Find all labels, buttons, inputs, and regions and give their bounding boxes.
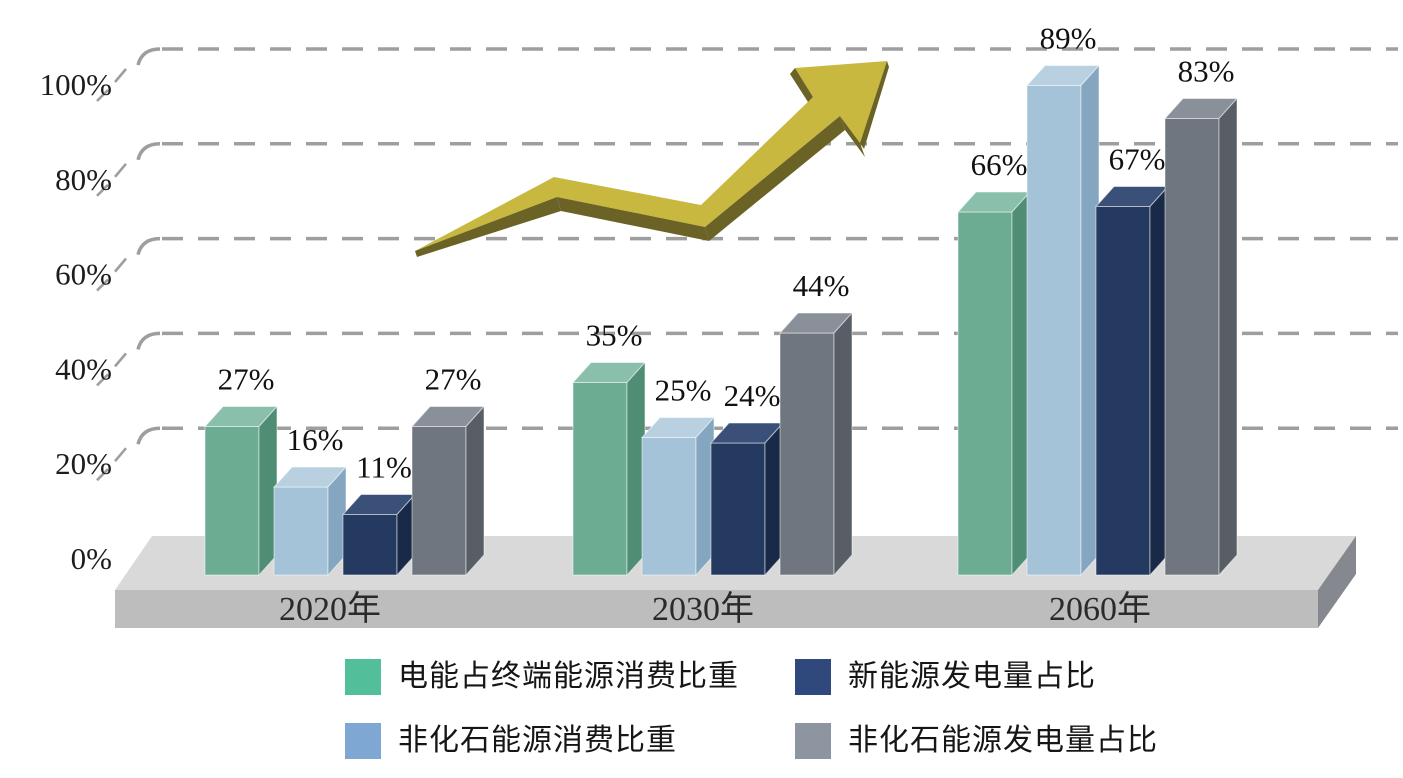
y-axis-minor-tick	[96, 89, 109, 102]
trend-arrow	[415, 61, 887, 251]
legend-label: 非化石能源消费比重	[398, 724, 677, 757]
trend-arrow-shadow	[705, 116, 845, 241]
bar-front-face	[411, 426, 467, 576]
gridline-hook	[136, 142, 161, 161]
y-axis-minor-tick	[96, 373, 109, 387]
bar-front-face	[1026, 85, 1082, 576]
legend-swatch-green	[345, 659, 381, 695]
y-axis-major-tick	[114, 68, 127, 83]
trend-arrow-shadow	[840, 116, 865, 157]
value-label: 67%	[1109, 142, 1166, 177]
y-axis-major-tick	[114, 352, 127, 368]
bar-front-face	[273, 486, 329, 576]
floor-front-face	[115, 590, 1318, 628]
y-axis-minor-tick	[96, 278, 109, 292]
bar-front-face	[572, 382, 628, 576]
value-label: 24%	[724, 378, 781, 413]
value-label: 35%	[586, 318, 643, 353]
y-axis-label: 80%	[55, 162, 112, 197]
floor-side-face	[1318, 536, 1356, 628]
bar-front-face	[957, 211, 1013, 576]
value-label: 25%	[655, 373, 712, 408]
bar-front-face	[641, 437, 697, 576]
value-label: 27%	[218, 362, 275, 397]
value-label: 44%	[793, 268, 850, 303]
legend-swatch-lightblue	[345, 723, 381, 759]
y-axis-label: 20%	[55, 446, 112, 481]
y-axis-label: 60%	[55, 257, 112, 292]
legend-item-nonfossil-consumption-share: 非化石能源消费比重	[345, 723, 677, 759]
gridline-hook	[136, 236, 161, 256]
x-axis-label: 2060年	[1049, 590, 1151, 628]
y-axis-major-tick	[114, 447, 127, 463]
legend-item-nonfossil-generation-share: 非化石能源发电量占比	[795, 723, 1158, 759]
y-axis-major-tick	[114, 257, 127, 273]
value-label: 27%	[425, 362, 482, 397]
x-axis-label: 2020年	[279, 590, 381, 628]
bar-side-face	[833, 311, 853, 577]
x-axis-label: 2030年	[652, 590, 754, 628]
trend-arrow-shadow	[860, 61, 889, 149]
y-axis-label: 40%	[55, 351, 112, 386]
legend-label: 非化石能源发电量占比	[848, 724, 1158, 757]
y-axis-minor-tick	[96, 468, 109, 482]
trend-arrow-shadow	[790, 68, 813, 102]
value-label: 83%	[1178, 54, 1235, 89]
value-label: 11%	[356, 450, 412, 485]
value-label: 89%	[1040, 21, 1097, 56]
y-axis-major-tick	[114, 162, 127, 178]
legend-item-new-energy-generation-share: 新能源发电量占比	[795, 659, 1096, 695]
gridline-hook	[136, 426, 161, 445]
gridline-hook	[136, 47, 161, 66]
legend-label: 新能源发电量占比	[848, 660, 1096, 693]
value-label: 16%	[287, 422, 344, 457]
legend-item-electricity-share: 电能占终端能源消费比重	[345, 659, 739, 695]
bar-front-face	[779, 332, 835, 576]
y-axis-minor-tick	[96, 183, 109, 197]
trend-arrow-shadow	[415, 197, 561, 257]
gridline-hook	[136, 331, 161, 350]
y-axis-label: 100%	[40, 67, 112, 102]
bar-front-face	[710, 442, 766, 576]
legend-label: 电能占终端能源消费比重	[398, 660, 739, 693]
legend-swatch-navy	[795, 659, 831, 695]
bar-front-face	[1164, 118, 1220, 576]
trend-arrow-shadow	[557, 197, 709, 241]
legend-swatch-gray	[795, 723, 831, 759]
value-label: 66%	[971, 147, 1028, 182]
y-axis-label: 0%	[71, 541, 112, 576]
bar-side-face	[465, 405, 485, 577]
bar-front-face	[204, 426, 260, 576]
bar-front-face	[1095, 206, 1151, 576]
bar-front-face	[342, 514, 398, 576]
bar-side-face	[1218, 97, 1238, 577]
